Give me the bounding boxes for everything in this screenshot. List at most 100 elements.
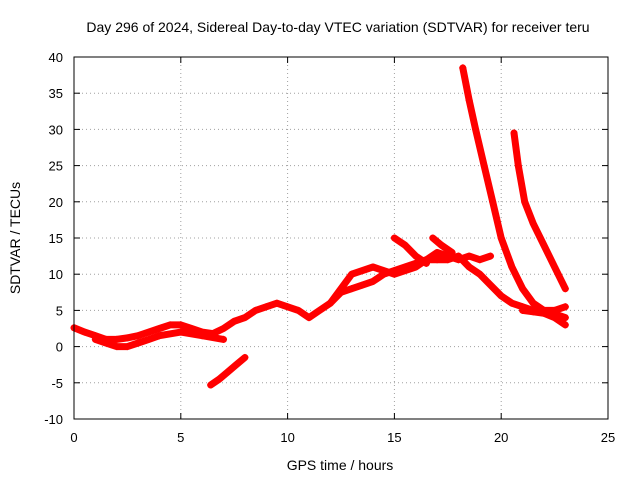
- x-axis-label: GPS time / hours: [287, 457, 394, 473]
- y-tick-label: 30: [49, 122, 63, 137]
- data-point: [487, 281, 495, 289]
- data-point: [540, 309, 548, 317]
- data-point: [230, 317, 238, 325]
- data-point: [145, 328, 153, 336]
- series-negative-band: [207, 353, 249, 389]
- data-point: [508, 299, 516, 307]
- data-point: [551, 306, 559, 314]
- data-point: [510, 129, 518, 137]
- data-point: [487, 252, 495, 260]
- series-line: [70, 252, 569, 343]
- data-point: [412, 252, 420, 260]
- series-layer: [70, 64, 569, 389]
- data-point: [155, 325, 163, 332]
- data-point: [521, 198, 529, 206]
- data-point: [465, 96, 473, 104]
- data-point: [422, 259, 430, 267]
- data-point: [551, 314, 559, 322]
- data-point: [294, 306, 302, 314]
- data-point: [561, 314, 569, 322]
- data-point: [508, 263, 516, 271]
- data-point: [241, 353, 249, 361]
- data-point: [358, 281, 366, 289]
- series-line: [390, 234, 430, 267]
- data-point: [519, 285, 527, 293]
- y-tick-label: 25: [49, 159, 63, 174]
- data-point: [113, 343, 121, 351]
- data-point: [519, 306, 527, 314]
- data-point: [437, 241, 445, 249]
- data-point: [241, 314, 249, 322]
- series-line: [326, 249, 494, 307]
- data-point: [489, 198, 497, 206]
- series-band-16: [390, 234, 430, 267]
- tick-marks: [73, 56, 609, 420]
- series-main-band: [70, 252, 569, 343]
- data-point: [561, 303, 569, 311]
- series-descent-b: [510, 129, 569, 293]
- y-tick-label: 40: [49, 50, 63, 65]
- y-tick-label: 10: [49, 267, 63, 282]
- x-tick-label: 5: [177, 430, 184, 445]
- data-point: [480, 162, 488, 170]
- data-point: [316, 306, 324, 314]
- series-lower-band: [91, 328, 228, 351]
- data-point: [177, 321, 185, 329]
- data-point: [91, 335, 99, 343]
- series-line: [510, 129, 569, 293]
- data-point: [198, 332, 206, 340]
- data-point: [284, 303, 292, 311]
- data-point: [224, 368, 232, 376]
- data-point: [113, 335, 121, 343]
- y-tick-label: -5: [51, 376, 63, 391]
- data-point: [220, 335, 228, 343]
- x-tick-label: 0: [70, 430, 77, 445]
- data-point: [497, 292, 505, 300]
- x-tick-label: 15: [387, 430, 401, 445]
- data-point: [497, 234, 505, 242]
- chart-title: Day 296 of 2024, Sidereal Day-to-day VTE…: [86, 19, 589, 35]
- data-point: [134, 332, 142, 340]
- data-point: [540, 241, 548, 249]
- data-point: [369, 263, 377, 271]
- data-point: [166, 321, 174, 329]
- y-tick-label: 5: [56, 303, 63, 318]
- data-point: [448, 248, 456, 256]
- series-late-tail: [519, 306, 569, 329]
- data-point: [369, 277, 377, 285]
- data-point: [465, 252, 473, 260]
- y-tick-label: 15: [49, 231, 63, 246]
- data-point: [232, 361, 240, 369]
- data-point: [305, 314, 313, 322]
- data-point: [514, 162, 522, 170]
- data-point: [348, 270, 356, 278]
- series-upper-band: [326, 248, 495, 307]
- series-line: [91, 328, 227, 351]
- data-point: [529, 308, 537, 316]
- data-point: [123, 343, 131, 351]
- data-point: [81, 328, 89, 336]
- data-point: [220, 325, 228, 332]
- data-point: [433, 256, 441, 264]
- data-point: [433, 248, 441, 256]
- y-axis-label: SDTVAR / TECUs: [7, 182, 23, 294]
- data-point: [215, 375, 223, 383]
- data-point: [348, 285, 356, 293]
- data-point: [465, 263, 473, 271]
- data-point: [207, 381, 215, 389]
- data-point: [429, 234, 437, 242]
- x-tick-label: 25: [601, 430, 615, 445]
- grid-lines: [74, 57, 608, 419]
- data-point: [561, 321, 569, 329]
- data-point: [155, 332, 163, 340]
- data-point: [145, 335, 153, 343]
- data-point: [273, 299, 281, 307]
- data-point: [252, 306, 260, 314]
- data-point: [529, 220, 537, 228]
- data-point: [262, 303, 270, 311]
- tick-labels: 0 5 10 15 20 25 -10 -5 0 5 10 15 20 25 30 35 40: [44, 50, 615, 445]
- y-tick-label: -10: [44, 412, 63, 427]
- data-point: [134, 339, 142, 347]
- data-point: [390, 234, 398, 242]
